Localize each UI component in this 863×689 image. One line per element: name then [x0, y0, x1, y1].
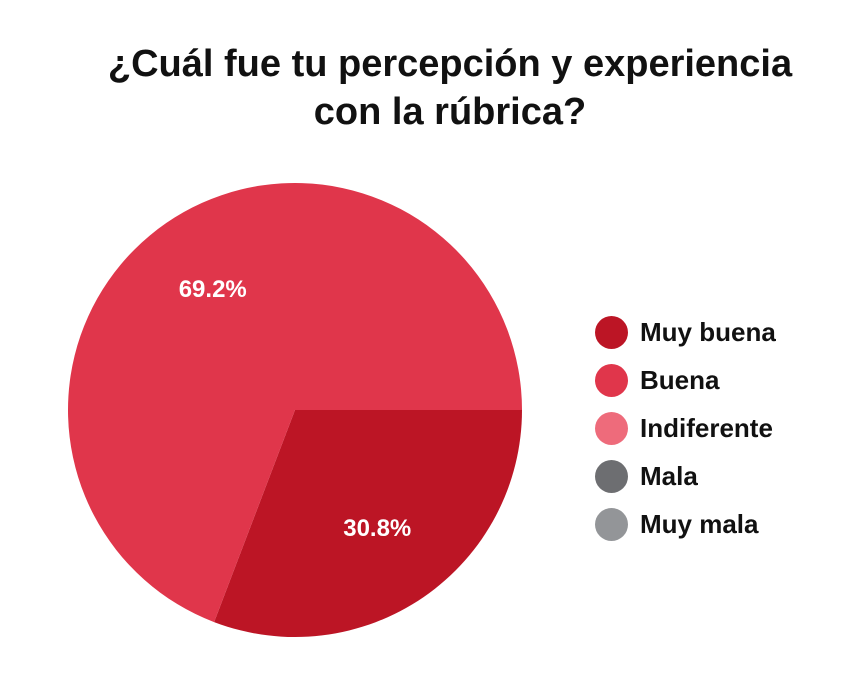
data-label-muy-buena: 30.8% [343, 515, 411, 542]
legend-item-muy-mala: Muy mala [595, 500, 776, 548]
legend-label-buena: Buena [640, 364, 720, 395]
pie-slice-buena [68, 182, 522, 623]
legend-label-muy-mala: Muy mala [640, 508, 759, 539]
pie-data-labels: 30.8% 69.2% [179, 276, 412, 542]
legend-swatch-indiferente [595, 411, 628, 445]
legend-item-muy-buena: Muy buena [595, 308, 776, 356]
chart-title: ¿Cuál fue tu percepción y experiencia co… [60, 40, 840, 136]
pie-slice-muy-buena [214, 410, 523, 637]
pie-slices [68, 182, 523, 637]
chart-title-line-1: ¿Cuál fue tu percepción y experiencia [107, 43, 793, 85]
legend-item-mala: Mala [595, 452, 776, 500]
legend-label-muy-buena: Muy buena [640, 316, 776, 347]
chart-legend: Muy buena Buena Indiferente Mala Muy mal… [595, 308, 776, 548]
legend-swatch-buena [595, 363, 628, 397]
legend-swatch-muy-buena [595, 315, 628, 349]
legend-label-mala: Mala [640, 460, 698, 491]
legend-label-indiferente: Indiferente [640, 412, 773, 443]
legend-swatch-muy-mala [595, 507, 628, 541]
chart-title-line-2: con la rúbrica? [313, 91, 587, 133]
legend-swatch-mala [595, 459, 628, 493]
legend-item-buena: Buena [595, 356, 776, 404]
legend-item-indiferente: Indiferente [595, 404, 776, 452]
data-label-buena: 69.2% [179, 276, 247, 303]
